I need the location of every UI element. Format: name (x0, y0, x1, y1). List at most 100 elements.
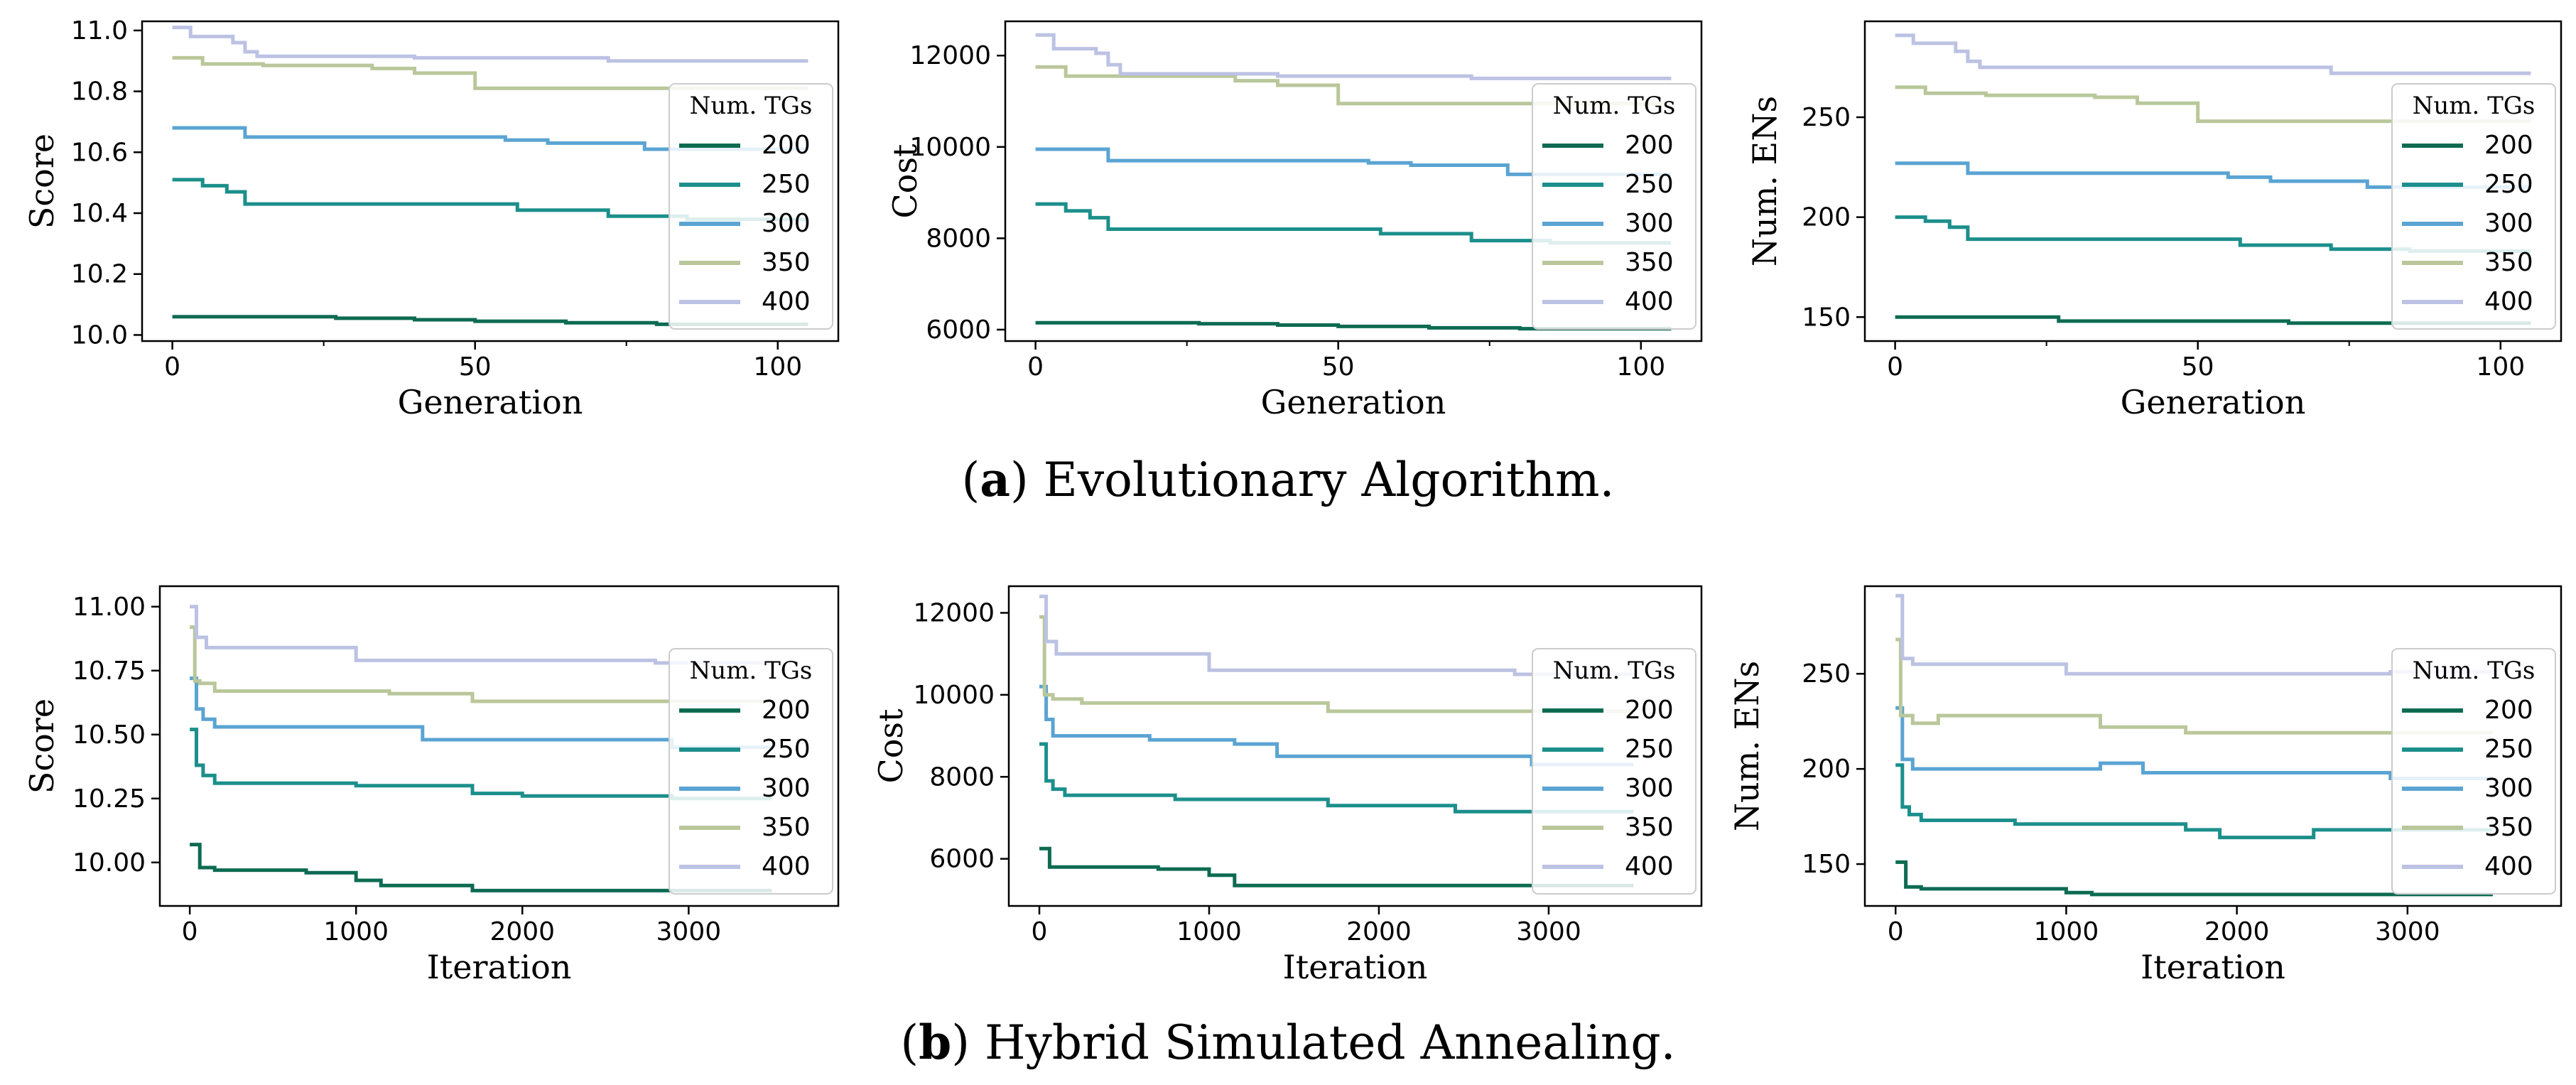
hsa-score-ytick-label: 10.75 (72, 657, 146, 686)
hsa-ens-ytick-label: 200 (1802, 755, 1851, 784)
ea-cost-axes-frame (1004, 20, 1703, 342)
ea-ens-ytick-label: 200 (1802, 203, 1851, 232)
ea-score-series-200 (172, 315, 808, 326)
caption-b-open: ( (900, 1015, 919, 1070)
ea-ens-series-group (1895, 33, 2531, 325)
ea-score-legend-label-250: 250 (762, 170, 811, 199)
panels: 0 50 100 10.0 10.2 10.4 10.6 10.8 11.0 Generation… (23, 16, 2563, 986)
hsa-ens-legend-label-300: 300 (2484, 774, 2533, 803)
ea-score-ytick-label: 10.6 (71, 138, 128, 167)
ea-ens-series-400 (1895, 33, 2531, 75)
hsa-ens-xlabel: Iteration (2141, 948, 2285, 986)
hsa-cost-legend-title: Num. TGs (1553, 657, 1676, 685)
ea-score-series-350 (172, 55, 808, 90)
hsa-ens-xtick-label: 0 (1888, 917, 1904, 946)
ea-cost-ytick-label: 12000 (909, 41, 991, 70)
ea-score-legend-label-300: 300 (762, 209, 811, 238)
ea-score-xtick-label: 0 (164, 352, 180, 382)
hsa-cost-xlabel: Iteration (1283, 948, 1428, 986)
ea-cost-legend-label-400: 400 (1625, 287, 1674, 316)
ea-ens-series-250 (1895, 215, 2531, 253)
caption-b-text: ) Hybrid Simulated Annealing. (951, 1015, 1675, 1070)
hsa-ens-legend-label-200: 200 (2484, 696, 2533, 725)
hsa-ens-legend-label-350: 350 (2484, 813, 2533, 842)
hsa-ens-ylabel: Num. ENs (1728, 661, 1766, 831)
hsa-ens-series-400 (1895, 593, 2493, 676)
hsa-cost-xtick-label: 3000 (1516, 917, 1581, 946)
hsa-score-xtick-label: 0 (182, 917, 198, 946)
hsa-cost-axes-frame (1007, 585, 1703, 907)
hsa-score-legend-label-200: 200 (762, 696, 811, 725)
ea-cost-legend-label-250: 250 (1625, 170, 1674, 199)
ea-score-xtick-label: 100 (753, 352, 802, 382)
ea-ens-legend-label-350: 350 (2484, 248, 2533, 277)
hsa-ens-series-300 (1895, 706, 2493, 780)
hsa-cost-legend-label-250: 250 (1625, 735, 1674, 764)
hsa-ens-ytick-label: 150 (1802, 850, 1851, 879)
ea-score-legend-label-350: 350 (762, 248, 811, 277)
caption-a: (a) Evolutionary Algorithm. (961, 452, 1614, 507)
ea-cost-xtick-label: 0 (1027, 352, 1044, 382)
hsa-cost-ylabel: Cost (872, 708, 910, 783)
caption-b-letter: b (919, 1015, 951, 1070)
ea-score-ytick-label: 10.2 (71, 260, 128, 289)
hsa-ens-xtick-label: 3000 (2375, 917, 2440, 946)
hsa-score-legend-label-250: 250 (762, 735, 811, 764)
ea-cost-series-400 (1035, 33, 1672, 80)
ea-cost-series-300 (1035, 147, 1672, 176)
hsa-score-series-group (190, 605, 772, 892)
ea-ens-xlabel: Generation (2121, 383, 2306, 421)
ea-cost-chart: 0 50 100 6000 8000 10000 12000 Generation Cost Nu… (886, 20, 1703, 421)
caption-a-letter: a (980, 452, 1010, 507)
caption-b: (b) Hybrid Simulated Annealing. (900, 1015, 1675, 1070)
hsa-cost-ytick-label: 6000 (929, 845, 995, 874)
hsa-score-xlabel: Iteration (427, 948, 572, 986)
ea-score-series-group (172, 26, 808, 326)
ea-cost-legend-label-300: 300 (1625, 209, 1674, 238)
ea-cost-series-200 (1035, 320, 1672, 331)
hsa-score-axes-frame (158, 585, 840, 907)
hsa-cost-ytick-label: 12000 (913, 599, 995, 628)
hsa-score-ytick-label: 10.50 (72, 720, 146, 750)
hsa-ens-legend-label-400: 400 (2484, 852, 2533, 881)
ea-ens-axes-frame (1863, 20, 2563, 342)
hsa-score-series-400 (190, 605, 772, 665)
ea-score-legend-label-200: 200 (762, 131, 811, 160)
ea-ens-legend-label-400: 400 (2484, 287, 2533, 316)
hsa-score-xtick-label: 3000 (656, 917, 722, 946)
hsa-cost-legend: Num. TGs 200 250 300 350 400 (1532, 648, 1696, 895)
hsa-ens-xtick-label: 2000 (2204, 917, 2270, 946)
hsa-score-ytick-label: 10.00 (72, 848, 146, 878)
ea-score-series-300 (172, 126, 808, 151)
hsa-score-series-200 (190, 843, 772, 892)
hsa-ens-series-350 (1895, 637, 2493, 735)
hsa-cost-ytick-label: 10000 (913, 681, 995, 710)
ea-ens-ytick-label: 150 (1802, 303, 1851, 332)
ea-ens-chart: 0 50 100 150 200 250 Generation Num. ENs Num. TG… (1746, 20, 2563, 421)
ea-score-xtick-label: 50 (459, 352, 492, 382)
hsa-cost-xtick-label: 0 (1032, 917, 1048, 946)
hsa-cost-series-300 (1039, 684, 1634, 767)
ea-score-chart: 0 50 100 10.0 10.2 10.4 10.6 10.8 11.0 Generation… (23, 16, 840, 421)
hsa-ens-axes-frame (1863, 585, 2563, 907)
ea-ens-xtick-label: 50 (2182, 352, 2214, 382)
hsa-cost-ytick-label: 8000 (929, 762, 995, 792)
caption-a-open: ( (961, 453, 980, 507)
hsa-score-legend-label-400: 400 (762, 852, 811, 881)
ea-cost-ytick-label: 6000 (926, 315, 991, 345)
ea-score-legend: Num. TGs 200 250 300 350 400 (669, 83, 833, 330)
ea-ens-xtick-label: 0 (1887, 352, 1903, 382)
hsa-ens-series-200 (1895, 860, 2493, 897)
hsa-cost-series-250 (1039, 742, 1634, 814)
hsa-score-legend: Num. TGs 200 250 300 350 400 (669, 648, 833, 895)
ea-ens-legend-label-250: 250 (2484, 170, 2533, 199)
hsa-ens-series-group (1895, 593, 2493, 897)
hsa-score-legend-label-300: 300 (762, 774, 811, 803)
hsa-score-series-350 (190, 625, 772, 703)
hsa-cost-legend-label-400: 400 (1625, 852, 1674, 881)
hsa-cost-legend-label-200: 200 (1625, 696, 1674, 725)
ea-cost-ytick-label: 10000 (909, 133, 991, 162)
hsa-ens-legend: Num. TGs 200 250 300 350 400 (2391, 648, 2556, 895)
ea-ens-series-300 (1895, 161, 2531, 189)
